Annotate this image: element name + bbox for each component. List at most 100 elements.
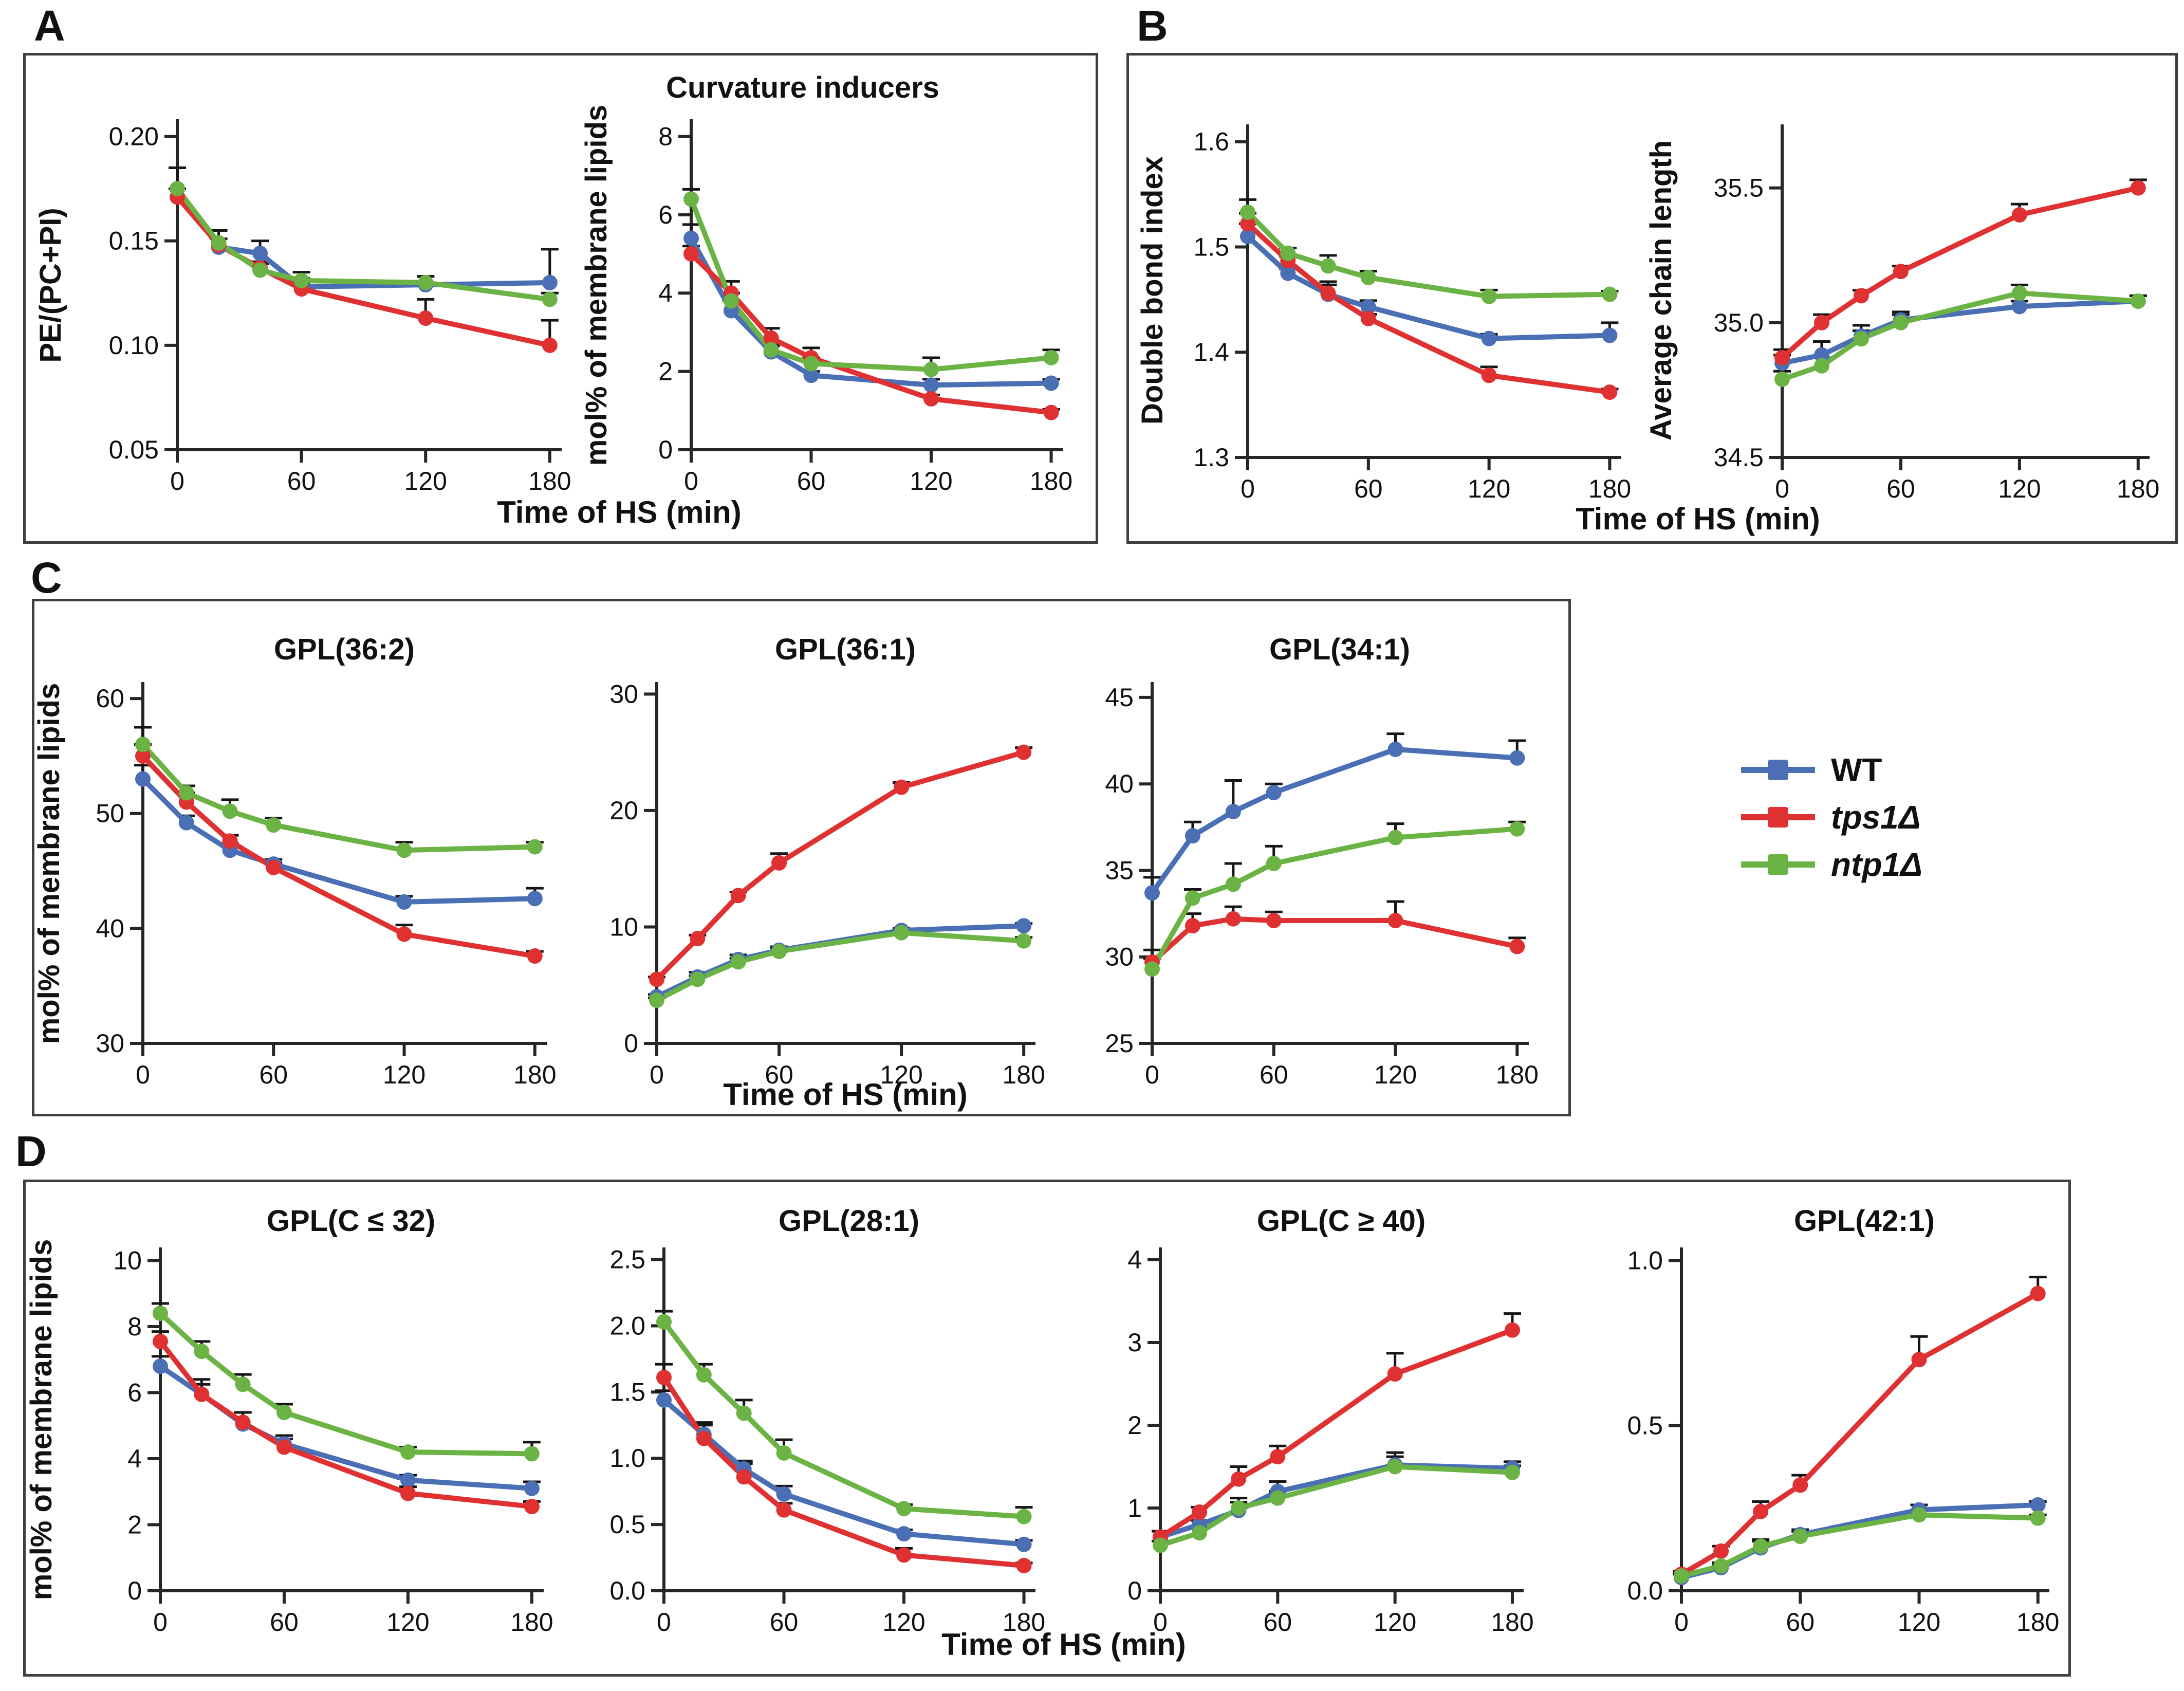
data-point [2130, 180, 2146, 196]
x-tick-label: 60 [287, 467, 316, 495]
data-point [1266, 785, 1282, 801]
chart-title: GPL(34:1) [1269, 633, 1410, 666]
data-point [1016, 1509, 1032, 1524]
data-point [1240, 216, 1255, 232]
y-tick-label: 0.0 [1627, 1576, 1663, 1605]
series-line-tps1 [1158, 1327, 1515, 1540]
series-line-wt [1150, 746, 1520, 896]
data-point [656, 1392, 672, 1408]
chart-D1: 0 2 4 6 8 10 0 60 120 180 GPL(C ≤ 32) mol% of membr… [25, 1204, 553, 1637]
y-axis-label: mol% of membrane lipids [25, 1239, 58, 1601]
y-tick-label: 50 [96, 799, 124, 828]
data-point [1144, 885, 1160, 901]
data-point [923, 391, 939, 407]
x-tick-label: 180 [1030, 467, 1072, 495]
data-point [178, 815, 194, 831]
x-tick-label: 120 [1998, 474, 2041, 503]
data-point [1674, 1568, 1689, 1584]
chart-D2: 0.0 0.5 1.0 1.5 2.0 2.5 0 60 120 180 GPL(28:1) [609, 1204, 1045, 1637]
legend-label-ntp1: ntp1Δ [1831, 846, 1923, 883]
data-point [527, 839, 543, 855]
x-axis-label-d: Time of HS (min) [941, 1627, 1186, 1662]
panel-a-box [23, 53, 1098, 544]
x-tick-label: 0 [657, 1608, 671, 1637]
x-tick-label: 60 [270, 1608, 299, 1637]
x-tick-label: 60 [1354, 474, 1383, 503]
y-tick-label: 30 [96, 1029, 124, 1058]
y-tick-label: 10 [113, 1246, 142, 1275]
data-point [2011, 285, 2027, 301]
data-point [656, 1314, 672, 1330]
data-point [1713, 1558, 1729, 1574]
chart-title: GPL(36:1) [775, 633, 916, 666]
data-point [153, 1358, 168, 1374]
y-tick-label: 0.20 [109, 122, 159, 151]
data-point [276, 1439, 292, 1455]
y-tick-label: 1.5 [609, 1377, 645, 1406]
data-point [1509, 939, 1525, 954]
series-line-tps1 [175, 194, 552, 348]
data-point [730, 888, 746, 904]
data-point [194, 1386, 210, 1402]
x-tick-label: 0 [1241, 474, 1255, 503]
data-point [400, 1485, 416, 1501]
series-line-wt [175, 186, 552, 290]
x-tick-label: 180 [513, 1060, 556, 1089]
data-point [1016, 1536, 1032, 1552]
data-point [527, 891, 543, 907]
legend-marker-tps1-icon [1741, 807, 1815, 828]
data-point [923, 377, 939, 393]
x-tick-label: 120 [386, 1608, 429, 1637]
data-point [418, 274, 434, 290]
y-tick-label: 6 [658, 200, 673, 229]
data-point [1043, 405, 1059, 420]
data-point [1481, 330, 1497, 346]
x-tick-label: 60 [1264, 1608, 1292, 1637]
data-point [1753, 1503, 1769, 1519]
panel-label-b: B [1137, 2, 1168, 50]
data-point [1911, 1507, 1927, 1523]
data-point [222, 833, 238, 849]
legend-item-wt: WT [1739, 746, 1922, 794]
y-axis-label: PE/(PC+PI) [34, 208, 67, 362]
data-point [1240, 229, 1255, 244]
y-tick-label: 0 [1127, 1576, 1142, 1605]
data-point [276, 1405, 292, 1421]
data-point [1153, 1537, 1168, 1553]
data-point [1016, 1558, 1032, 1574]
data-point [1774, 350, 1790, 365]
data-point [1280, 265, 1296, 281]
y-tick-label: 1.0 [1627, 1246, 1663, 1275]
panel-d-box [23, 1180, 2071, 1677]
chart-C3: 25 30 35 40 45 0 60 120 180 GPL(34:1) [1105, 633, 1539, 1089]
data-point [763, 342, 779, 358]
data-point [1240, 204, 1255, 220]
data-point [1813, 315, 1829, 330]
data-point [400, 1444, 416, 1460]
y-axis-label: Double bond index [1136, 156, 1169, 425]
x-tick-label: 180 [1002, 1060, 1045, 1089]
data-point [235, 1376, 251, 1392]
data-point [649, 971, 664, 987]
y-tick-label: 1.5 [1193, 232, 1229, 261]
y-tick-label: 35 [1105, 856, 1134, 885]
y-tick-label: 1.6 [1193, 127, 1229, 156]
x-tick-label: 0 [650, 1060, 664, 1089]
data-point [649, 992, 664, 1008]
x-axis-label-a: Time of HS (min) [497, 495, 742, 529]
y-tick-label: 20 [609, 796, 638, 825]
y-tick-label: 0.5 [609, 1510, 645, 1539]
y-tick-label: 2.0 [609, 1311, 645, 1340]
data-point [1144, 961, 1160, 977]
data-point [1509, 821, 1525, 837]
chart-title: GPL(42:1) [1794, 1204, 1935, 1238]
x-tick-label: 0 [684, 467, 698, 495]
data-point [894, 779, 910, 795]
data-point [1320, 258, 1336, 274]
data-point [1270, 1490, 1286, 1506]
y-tick-label: 35.0 [1714, 308, 1764, 337]
series-line-tps1 [689, 251, 1054, 415]
y-tick-label: 0.15 [109, 227, 159, 255]
data-point [2030, 1497, 2046, 1513]
data-point [1266, 913, 1282, 929]
